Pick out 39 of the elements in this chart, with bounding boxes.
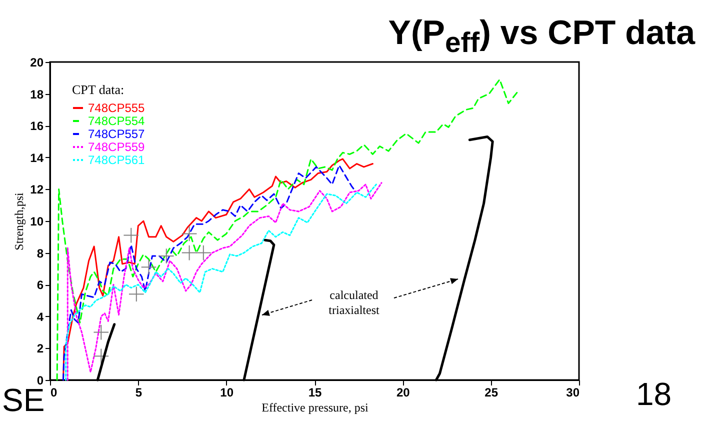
chart-title: Y(P$_{eff}$) vs CPT data xyxy=(388,14,695,60)
x-tick-label: 25 xyxy=(484,386,498,400)
point xyxy=(181,226,198,242)
y-tick-label: 18 xyxy=(30,87,44,102)
annotation: calculated triaxialtest xyxy=(328,288,380,318)
x-tick-label: 15 xyxy=(308,386,322,400)
legend-label: 748CP559 xyxy=(88,140,146,154)
y-tick-label: 16 xyxy=(30,119,44,134)
y-tick-label: 8 xyxy=(36,246,44,260)
legend-label: 748CP561 xyxy=(88,153,146,167)
x-tick-label: 0 xyxy=(50,386,58,400)
point xyxy=(195,244,212,261)
legend-title: CPT data: xyxy=(72,82,124,97)
x-tick-label: 20 xyxy=(396,386,410,400)
point xyxy=(140,259,157,276)
y-tick-label: 0 xyxy=(36,374,44,388)
line-series xyxy=(56,78,518,381)
y-tick-label: 4 xyxy=(36,310,44,324)
text: 18 xyxy=(636,376,672,413)
point xyxy=(93,324,110,340)
point xyxy=(181,244,198,261)
point xyxy=(93,348,110,364)
y-tick-label: 14 xyxy=(30,150,44,165)
legend-label: 748CP554 xyxy=(88,114,146,128)
y-tick-label: 2 xyxy=(36,342,44,356)
y-tick-label: 12 xyxy=(30,182,44,197)
point xyxy=(123,227,140,244)
y-tick-label: 10 xyxy=(30,214,44,228)
point xyxy=(128,286,144,302)
x-axis-title: Effective pressure, psi xyxy=(262,400,370,414)
legend-label: 748CP555 xyxy=(88,101,146,115)
legend-label: 748CP557 xyxy=(88,127,146,141)
point xyxy=(158,248,174,264)
y-axis-title: Strength,psi xyxy=(12,192,26,250)
y-tick-label: 20 xyxy=(30,56,44,70)
x-tick-label: 5 xyxy=(135,386,142,400)
y-tick-label: 6 xyxy=(36,278,44,292)
x-tick-label: 30 xyxy=(566,386,580,400)
x-tick-label: 10 xyxy=(220,386,234,400)
